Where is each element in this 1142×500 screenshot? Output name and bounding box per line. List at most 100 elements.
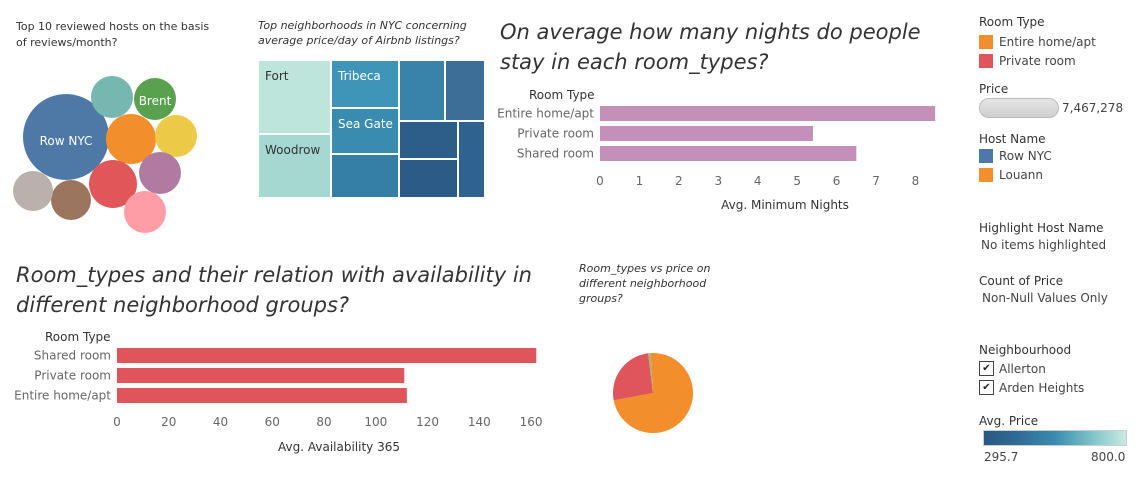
availability-bar-entire-home-apt[interactable]: [117, 388, 407, 403]
legend-label-louann: Louann: [999, 167, 1043, 182]
pie-slice-shared-room[interactable]: [648, 353, 653, 393]
availability-axis-title: Avg. Availability 365: [278, 440, 400, 454]
bubble-purple[interactable]: [139, 152, 181, 194]
avg-price-min: 295.7: [984, 450, 1019, 464]
availability-tick-label-100: 100: [364, 415, 387, 429]
allerton-label: Allerton: [999, 361, 1046, 376]
availability-bar-shared-room[interactable]: [117, 348, 537, 363]
bubble-label-brent: Brent: [139, 94, 172, 108]
entire-home-swatch: [979, 34, 993, 49]
nights-tick-label-7: 7: [872, 174, 880, 188]
treemap: Fort Woodrow Tribeca Sea Gate: [258, 60, 485, 198]
availability-tick-label-60: 60: [265, 415, 280, 429]
availability-tick-label-80: 80: [316, 415, 331, 429]
treemap-cell-4[interactable]: [445, 60, 485, 121]
price-size-legend: 7,467,278: [979, 98, 1139, 118]
bubble-chart-title: Top 10 reviewed hosts on the basis of re…: [16, 20, 210, 49]
availability-tick-label-40: 40: [213, 415, 228, 429]
availability-tick-label-120: 120: [416, 415, 439, 429]
nights-category-label-entire-home-apt: Entire home/apt: [497, 107, 594, 121]
availability-category-label-entire-home-apt: Entire home/apt: [14, 389, 111, 403]
nights-bar-shared-room[interactable]: [600, 146, 857, 161]
legend-label-row-nyc: Row NYC: [999, 148, 1052, 163]
availability-category-label-private-room: Private room: [34, 369, 111, 383]
highlight-host-title: Highlight Host Name: [979, 221, 1104, 235]
legend-panel: Room Type Entire home/apt Private room P…: [979, 15, 1139, 184]
legend-item-private-room[interactable]: Private room: [979, 51, 1139, 70]
nights-category-label-shared-room: Shared room: [517, 147, 594, 161]
availability-category-label-shared-room: Shared room: [34, 349, 111, 363]
louann-swatch: [979, 167, 993, 182]
treemap-title: Top neighborhoods in NYC concerning aver…: [258, 19, 467, 47]
bubble-gray[interactable]: [13, 171, 53, 211]
treemap-cell-sea-gate[interactable]: Sea Gate: [331, 108, 399, 154]
nights-axis-title: Avg. Minimum Nights: [721, 198, 849, 212]
treemap-cell-3[interactable]: [399, 60, 445, 121]
availability-bar-private-room[interactable]: [117, 368, 405, 383]
bubble-brown[interactable]: [51, 180, 91, 220]
treemap-cell-woodrow[interactable]: Woodrow: [258, 134, 331, 198]
price-legend-value: 7,467,278: [1062, 101, 1124, 115]
bubble-yellow[interactable]: [155, 115, 197, 157]
treemap-cell-fort[interactable]: Fort: [258, 60, 331, 134]
treemap-label-woodrow: Woodrow: [265, 143, 321, 157]
availability-room-type-header: Room Type: [45, 330, 111, 344]
treemap-label-sea-gate: Sea Gate: [338, 117, 393, 131]
bubble-teal[interactable]: [91, 76, 133, 118]
neighbourhood-filter: ✔ Allerton ✔ Arden Heights: [979, 359, 1084, 397]
avg-price-legend-title: Avg. Price: [979, 414, 1039, 428]
nights-tick-label-1: 1: [636, 174, 644, 188]
treemap-cell-7[interactable]: [331, 154, 399, 198]
availability-tick-label-160: 160: [520, 415, 543, 429]
arden-heights-checkbox[interactable]: ✔: [979, 380, 994, 395]
availability-tick-label-0: 0: [113, 415, 121, 429]
nights-tick-label-0: 0: [596, 174, 604, 188]
pie-chart-title: Room_types vs price on different neighbo…: [579, 262, 711, 305]
nights-tick-label-2: 2: [675, 174, 683, 188]
nights-tick-label-5: 5: [793, 174, 801, 188]
bubble-red[interactable]: [89, 160, 137, 208]
count-price-title: Count of Price: [979, 274, 1064, 288]
host-name-legend-title: Host Name: [979, 132, 1046, 146]
neighbourhood-option-arden-heights[interactable]: ✔ Arden Heights: [979, 378, 1084, 397]
bubble-chart: Row NYC Brent: [13, 76, 197, 233]
neighbourhood-filter-title: Neighbourhood: [979, 343, 1072, 357]
pie-slice-entire-home-apt[interactable]: [613, 353, 693, 433]
bubble-row-nyc[interactable]: [23, 94, 109, 180]
nights-tick-label-8: 8: [912, 174, 920, 188]
legend-label-entire-home: Entire home/apt: [999, 34, 1096, 49]
pie-slice-private-room[interactable]: [613, 353, 653, 401]
availability-chart-title: Room_types and their relation with avail…: [16, 263, 532, 317]
legend-item-row-nyc[interactable]: Row NYC: [979, 146, 1139, 165]
treemap-cell-9[interactable]: [399, 159, 458, 198]
row-nyc-swatch: [979, 148, 993, 163]
room-type-price-pie-chart: [613, 353, 693, 433]
bubble-louann[interactable]: [106, 114, 156, 164]
allerton-checkbox[interactable]: ✔: [979, 361, 994, 376]
treemap-label-fort: Fort: [265, 69, 289, 83]
treemap-cell-tribeca[interactable]: Tribeca: [331, 60, 399, 108]
room-type-legend-title: Room Type: [979, 15, 1045, 29]
legend-item-entire-home[interactable]: Entire home/apt: [979, 32, 1139, 51]
private-room-swatch: [979, 53, 993, 68]
treemap-cell-10[interactable]: [458, 121, 485, 198]
arden-heights-label: Arden Heights: [999, 380, 1085, 395]
nights-category-label-private-room: Private room: [517, 127, 594, 141]
price-legend-title: Price: [979, 82, 1009, 96]
count-price-value[interactable]: Non-Null Values Only: [982, 291, 1108, 305]
availability-tick-label-140: 140: [468, 415, 491, 429]
bubble-pink[interactable]: [124, 191, 166, 233]
treemap-cell-8[interactable]: [399, 121, 458, 159]
nights-room-type-header: Room Type: [529, 88, 595, 102]
nights-bar-private-room[interactable]: [600, 126, 813, 141]
nights-tick-label-4: 4: [754, 174, 762, 188]
legend-item-louann[interactable]: Louann: [979, 165, 1139, 184]
highlight-host-value[interactable]: No items highlighted: [981, 238, 1107, 252]
nights-bar-entire-home-apt[interactable]: [600, 106, 936, 121]
price-size-bar: [979, 98, 1059, 118]
neighbourhood-option-allerton[interactable]: ✔ Allerton: [979, 359, 1084, 378]
bubble-brent[interactable]: [134, 78, 176, 120]
nights-tick-label-3: 3: [714, 174, 722, 188]
